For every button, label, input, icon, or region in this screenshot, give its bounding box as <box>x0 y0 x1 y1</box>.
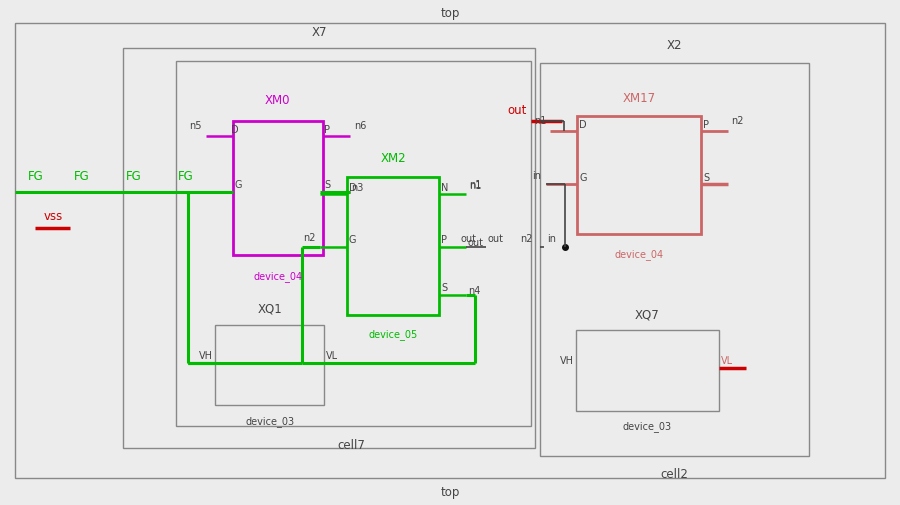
Text: D: D <box>348 182 356 192</box>
Text: cell2: cell2 <box>661 468 688 480</box>
Text: n5: n5 <box>189 121 202 131</box>
Text: XQ7: XQ7 <box>635 309 660 321</box>
Text: P: P <box>703 120 709 129</box>
Text: FG: FG <box>75 169 90 182</box>
Text: G: G <box>348 235 356 245</box>
Text: device_03: device_03 <box>623 421 672 432</box>
Text: out: out <box>488 233 504 243</box>
Text: top: top <box>440 8 460 20</box>
Text: N: N <box>441 182 448 192</box>
Text: device_04: device_04 <box>253 270 302 281</box>
Text: n1: n1 <box>469 180 482 190</box>
Text: vss: vss <box>44 210 63 222</box>
Bar <box>215 325 324 406</box>
Text: in: in <box>533 171 542 181</box>
Text: S: S <box>441 283 447 293</box>
Bar <box>346 177 439 315</box>
Text: D: D <box>231 125 239 134</box>
Text: VL: VL <box>721 356 734 366</box>
Text: VH: VH <box>199 350 213 361</box>
Text: device_03: device_03 <box>245 416 294 427</box>
Text: out: out <box>461 233 477 243</box>
Text: device_05: device_05 <box>369 329 419 340</box>
Text: G: G <box>580 172 587 182</box>
Text: P: P <box>324 125 330 134</box>
Text: FG: FG <box>177 169 194 182</box>
Text: n2: n2 <box>520 233 533 243</box>
Text: D: D <box>580 120 587 129</box>
Text: n6: n6 <box>354 121 366 131</box>
Text: G: G <box>235 180 242 190</box>
Text: out: out <box>468 237 484 247</box>
Text: device_04: device_04 <box>615 248 664 260</box>
Text: out: out <box>507 104 526 117</box>
Bar <box>540 64 809 456</box>
Text: XM0: XM0 <box>265 94 291 107</box>
Text: n2: n2 <box>731 116 743 126</box>
Text: FG: FG <box>28 169 43 182</box>
Text: top: top <box>440 485 460 497</box>
Text: n3: n3 <box>351 182 364 192</box>
Text: S: S <box>324 180 330 190</box>
Text: VH: VH <box>560 356 574 366</box>
Text: XQ1: XQ1 <box>257 302 282 315</box>
Text: VL: VL <box>326 350 338 361</box>
Bar <box>233 122 322 255</box>
Text: FG: FG <box>126 169 142 182</box>
Text: n2: n2 <box>303 232 315 242</box>
Text: S: S <box>703 172 709 182</box>
Text: X2: X2 <box>667 39 682 52</box>
Bar <box>576 330 719 411</box>
Text: in: in <box>547 233 556 243</box>
Bar <box>122 49 536 448</box>
Text: P: P <box>441 235 447 245</box>
Text: XM17: XM17 <box>623 91 656 105</box>
Bar <box>578 117 701 235</box>
Text: cell7: cell7 <box>338 438 365 451</box>
Text: n1: n1 <box>534 116 546 126</box>
Text: X7: X7 <box>312 26 328 39</box>
Text: n4: n4 <box>468 285 481 295</box>
Bar <box>176 62 531 426</box>
Text: n1: n1 <box>469 181 482 191</box>
Text: XM2: XM2 <box>381 152 406 165</box>
